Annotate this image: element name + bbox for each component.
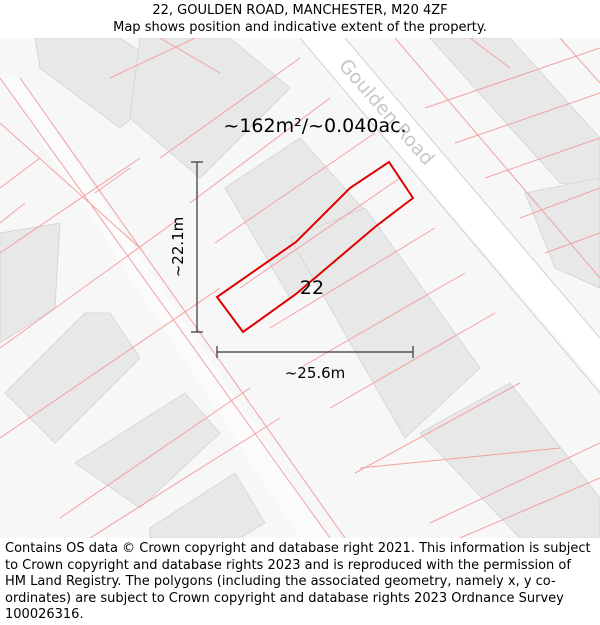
- property-address: 22, GOULDEN ROAD, MANCHESTER, M20 4ZF: [152, 3, 448, 18]
- building: [129, 38, 291, 179]
- parcel-line: [559, 38, 600, 84]
- parcel-line: [189, 97, 331, 204]
- parcel-line: [329, 312, 496, 409]
- parcel-line: [459, 477, 600, 538]
- height-dimension: [191, 161, 203, 333]
- building: [429, 38, 600, 189]
- parcel-line: [0, 122, 141, 249]
- map-header: 22, GOULDEN ROAD, MANCHESTER, M20 4ZF Ma…: [0, 0, 600, 40]
- property-outline[interactable]: [215, 160, 415, 334]
- parcel-line: [0, 157, 141, 254]
- parcel-line: [89, 417, 281, 538]
- area-label: ~162m²/~0.040ac.: [223, 115, 406, 137]
- parcel-line: [469, 38, 511, 69]
- parcel-line: [0, 157, 41, 189]
- road-edge: [344, 38, 600, 339]
- goulden-road-surface: [300, 38, 600, 388]
- parcel-line: [159, 57, 301, 159]
- height-dimension-label: ~22.1m: [169, 217, 187, 278]
- width-dimension: [216, 346, 414, 358]
- parcel-line: [159, 38, 221, 74]
- parcel-line: [484, 137, 600, 179]
- parcel-line: [0, 77, 331, 538]
- parcel-line: [239, 177, 401, 289]
- parcel-line: [214, 132, 376, 244]
- building: [524, 177, 600, 289]
- parcel-line: [109, 38, 196, 79]
- building: [74, 392, 221, 509]
- parcel-line: [59, 387, 251, 519]
- width-dimension-label: ~25.6m: [285, 364, 346, 382]
- parcel-line: [424, 47, 600, 109]
- building: [149, 472, 266, 538]
- road-edges: [299, 38, 600, 394]
- copyright-notice: Contains OS data © Crown copyright and d…: [5, 541, 591, 623]
- parcel-line: [544, 232, 600, 254]
- parcel-line: [519, 187, 600, 219]
- building: [289, 207, 481, 439]
- parcel-line: [359, 447, 561, 469]
- map-svg: Goulden Road ~162m²/~0.040ac. 22 ~22.1m …: [0, 38, 600, 538]
- parcel-line: [394, 38, 600, 279]
- road-edge: [299, 38, 600, 394]
- building: [419, 382, 600, 538]
- parcel-line: [0, 202, 26, 224]
- parcel-line: [454, 92, 600, 144]
- building: [4, 312, 141, 444]
- map-canvas[interactable]: Goulden Road ~162m²/~0.040ac. 22 ~22.1m …: [0, 38, 600, 538]
- buildings: [0, 38, 600, 538]
- parcel-line: [0, 287, 221, 439]
- plot-number-label: 22: [300, 277, 324, 299]
- parcel-line: [94, 167, 131, 194]
- parcel-line: [0, 217, 181, 349]
- parcel-line: [354, 382, 521, 474]
- parcel-line: [429, 442, 600, 524]
- parcel-line: [269, 227, 436, 329]
- parcel-line: [19, 77, 346, 538]
- map-subtitle: Map shows position and indicative extent…: [113, 20, 487, 35]
